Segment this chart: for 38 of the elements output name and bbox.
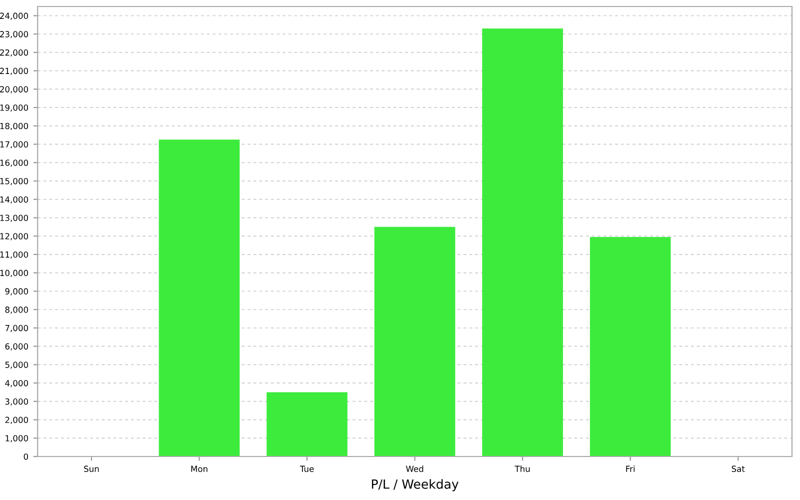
y-tick-label: 8,000 — [5, 306, 28, 314]
y-tick-label: 15,000 — [0, 178, 28, 186]
y-tick-label: 22,000 — [0, 49, 28, 57]
y-tick-label: 6,000 — [5, 343, 28, 350]
y-tick-label: 19,000 — [0, 104, 28, 112]
bar — [482, 28, 563, 456]
x-tick-label: Sat — [732, 466, 745, 472]
x-tick-label: Thu — [514, 466, 530, 472]
y-tick-label: 17,000 — [0, 141, 28, 148]
y-tick-label: 1,000 — [6, 435, 28, 442]
x-tick-label: Wed — [406, 466, 424, 472]
x-tick-label: Mon — [191, 466, 208, 472]
bar — [374, 226, 456, 456]
y-tick-label: 13,000 — [0, 214, 28, 222]
y-tick-label: 16,000 — [0, 160, 28, 167]
y-tick-label: 23,000 — [0, 31, 28, 38]
y-tick-label: 10,000 — [0, 270, 28, 277]
y-tick-label: 24,000 — [0, 12, 28, 20]
y-tick-label: 21,000 — [0, 68, 28, 75]
y-tick-label: 2,000 — [5, 416, 28, 424]
x-tick-label: Sun — [84, 466, 99, 472]
y-tick-label: 9,000 — [5, 288, 28, 296]
y-tick-label: 12,000 — [0, 233, 28, 240]
y-tick-label: 20,000 — [0, 86, 28, 94]
bar — [158, 140, 240, 456]
x-tick-label: Fri — [626, 466, 635, 472]
x-tick-label: Tue — [300, 466, 314, 472]
y-tick-label: 11,000 — [0, 251, 28, 259]
y-tick-label: 18,000 — [0, 122, 28, 130]
x-axis-title: P/L / Weekday — [372, 479, 458, 492]
y-tick-label: 5,000 — [5, 362, 28, 369]
y-tick-label: 3,000 — [5, 398, 28, 406]
y-tick-label: 14,000 — [0, 196, 28, 204]
bar — [590, 237, 671, 456]
bar — [266, 392, 348, 456]
y-tick-label: 7,000 — [5, 324, 28, 332]
y-tick-label: 0 — [24, 453, 28, 460]
y-tick-label: 4,000 — [5, 380, 28, 388]
